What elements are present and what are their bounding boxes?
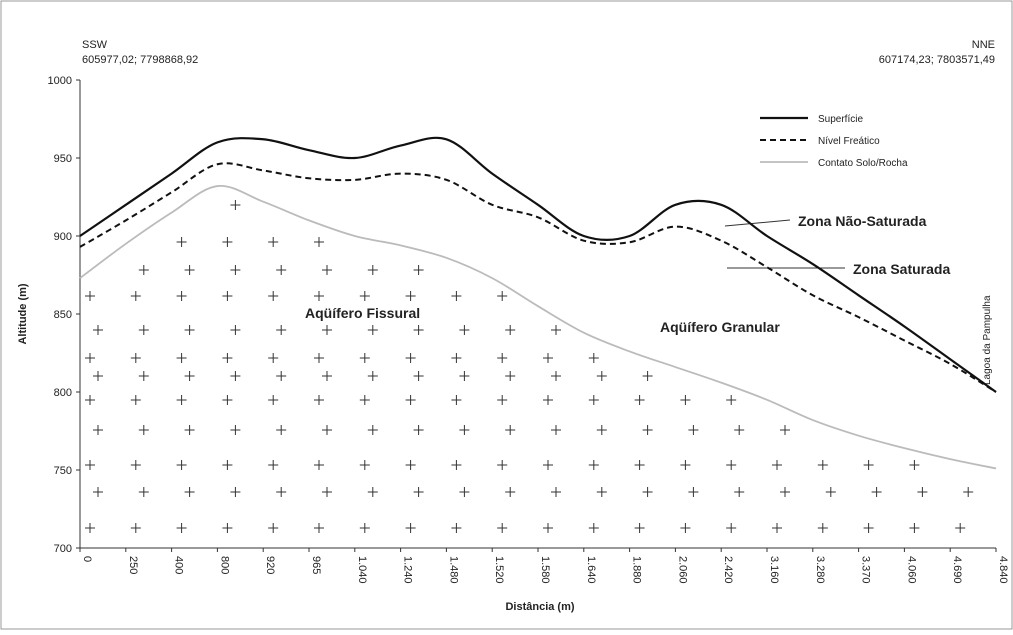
x-tick-label: 0 [81,556,93,562]
x-tick-label: 3.280 [814,556,826,584]
annotation: Zona Não-Saturada [798,213,927,229]
left-coords: 605977,02; 7798868,92 [82,54,198,66]
x-tick-label: 400 [173,556,185,574]
x-tick-label: 1.480 [447,556,459,584]
x-tick-label: 3.370 [860,556,872,584]
x-tick-label: 4.690 [951,556,963,584]
legend-label: Contato Solo/Rocha [818,158,908,169]
legend-label: Superfície [818,114,863,125]
right-label: NNE [972,39,995,51]
annotation: Zona Saturada [853,261,950,277]
x-tick-label: 920 [264,556,276,574]
frame [1,1,1012,629]
annotation: Aqüífero Fissural [305,305,420,321]
x-tick-label: 1.240 [402,556,414,584]
x-tick-label: 1.040 [356,556,368,584]
x-tick-label: 1.640 [585,556,597,584]
legend-label: Nível Freático [818,136,880,147]
x-tick-label: 1.580 [539,556,551,584]
x-tick-label: 800 [218,556,230,574]
x-axis-label: Distância (m) [505,601,574,613]
x-tick-label: 3.160 [768,556,780,584]
x-tick-label: 4.060 [905,556,917,584]
chart: SSW 605977,02; 7798868,92 NNE 607174,23;… [0,0,1013,630]
y-tick-label: 800 [54,387,72,399]
x-tick-label: 1.880 [631,556,643,584]
y-tick-label: 1000 [48,75,72,87]
annotation: Aqüífero Granular [660,319,780,335]
y-tick-label: 700 [54,543,72,555]
y-tick-label: 850 [54,309,72,321]
y-axis-label: Altitude (m) [17,283,29,344]
x-tick-label: 2.420 [722,556,734,584]
left-label: SSW [82,39,108,51]
annotation: Lagoa da Pampulha [982,295,993,385]
y-tick-label: 750 [54,465,72,477]
x-tick-label: 4.840 [997,556,1009,584]
y-tick-label: 950 [54,153,72,165]
x-tick-label: 2.060 [676,556,688,584]
x-tick-label: 1.520 [493,556,505,584]
x-tick-label: 965 [310,556,322,574]
right-coords: 607174,23; 7803571,49 [879,54,995,66]
y-tick-label: 900 [54,231,72,243]
x-tick-label: 250 [127,556,139,574]
